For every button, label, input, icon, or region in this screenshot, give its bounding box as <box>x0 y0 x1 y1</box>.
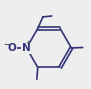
Text: N: N <box>22 43 31 53</box>
Text: O: O <box>7 43 16 53</box>
Text: +: + <box>26 40 32 46</box>
Text: −: − <box>3 40 9 49</box>
